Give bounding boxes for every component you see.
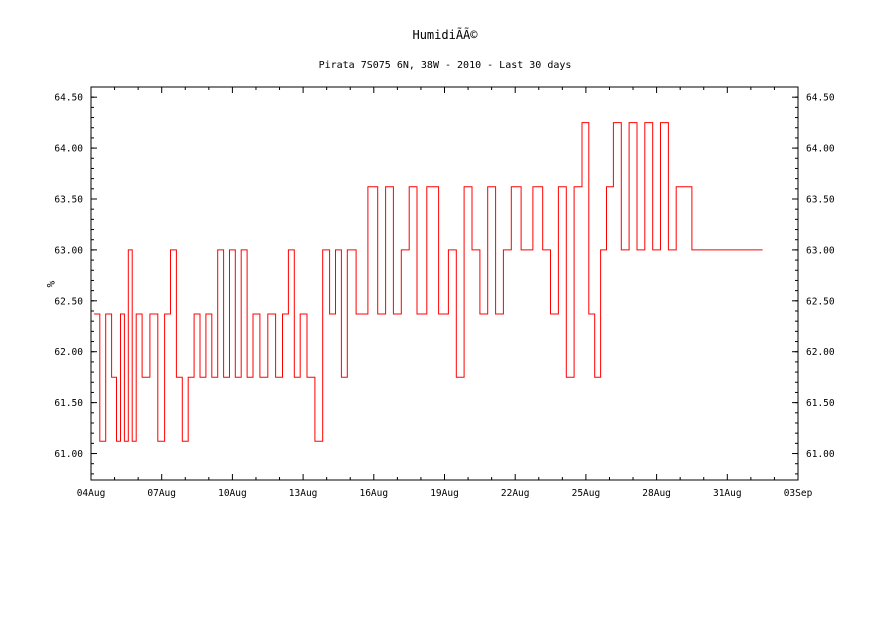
x-tick-label: 22Aug [501,488,530,499]
series-line [93,122,763,442]
x-tick-label: 03Sep [784,488,813,499]
y-tick-label-right: 64.50 [806,93,835,104]
y-tick-label: 61.50 [54,398,83,409]
y-tick-label: 63.00 [54,245,83,256]
y-tick-label: 64.50 [54,93,83,104]
y-axis: 61.00 61.00 61.50 61.50 62.00 62.00 62.50 62.50… [54,93,835,475]
x-tick-label: 07Aug [147,488,176,499]
y-axis-label: % [44,281,57,288]
y-tick-label: 63.50 [54,194,83,205]
x-tick-label: 13Aug [289,488,318,499]
chart-subtitle: Pirata 7S075 6N, 38W - 2010 - Last 30 da… [319,60,572,71]
x-tick-label: 04Aug [77,488,106,499]
x-tick-label: 28Aug [642,488,671,499]
chart-title: HumidiÃÃ© [412,27,478,42]
x-axis: 04Aug 07Aug 10Aug 13Aug 16Aug 19Aug 22Aug 25Aug… [77,87,813,499]
y-tick-label-right: 61.00 [806,449,835,460]
plot-frame [90,86,799,481]
y-tick-label: 61.00 [54,449,83,460]
y-tick-label-right: 61.50 [806,398,835,409]
y-tick-label: 64.00 [54,144,83,155]
x-tick-label: 25Aug [572,488,601,499]
y-tick-label: 62.50 [54,296,83,307]
y-tick-label-right: 64.00 [806,144,835,155]
y-tick-label-right: 63.50 [806,194,835,205]
x-tick-label: 16Aug [359,488,388,499]
y-tick-label-right: 62.50 [806,296,835,307]
x-tick-label: 10Aug [218,488,247,499]
x-tick-label: 19Aug [430,488,459,499]
y-tick-label-right: 63.00 [806,245,835,256]
x-tick-label: 31Aug [713,488,742,499]
y-tick-label: 62.00 [54,347,83,358]
y-tick-label-right: 62.00 [806,347,835,358]
